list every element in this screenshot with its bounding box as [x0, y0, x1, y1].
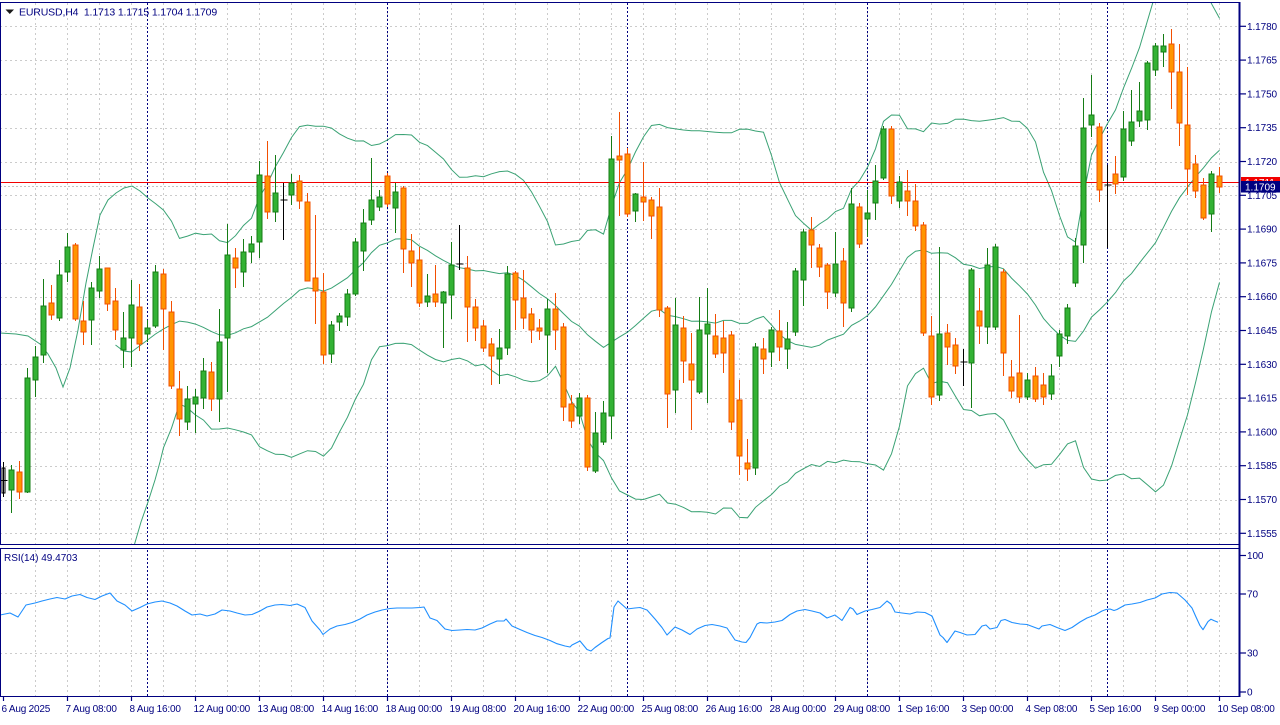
- svg-text:1.1645: 1.1645: [1247, 326, 1278, 337]
- svg-text:7 Aug 08:00: 7 Aug 08:00: [66, 704, 118, 715]
- svg-text:1.1750: 1.1750: [1247, 89, 1278, 100]
- svg-text:100: 100: [1247, 551, 1264, 562]
- svg-text:1.1585: 1.1585: [1247, 461, 1278, 472]
- svg-text:13 Aug 08:00: 13 Aug 08:00: [258, 704, 315, 715]
- svg-text:20 Aug 16:00: 20 Aug 16:00: [514, 704, 571, 715]
- svg-text:18 Aug 00:00: 18 Aug 00:00: [386, 704, 443, 715]
- svg-text:1.1690: 1.1690: [1247, 225, 1278, 236]
- svg-text:28 Aug 00:00: 28 Aug 00:00: [770, 704, 827, 715]
- svg-text:1.1705: 1.1705: [1247, 191, 1278, 202]
- svg-text:4 Sep 08:00: 4 Sep 08:00: [1026, 704, 1078, 715]
- svg-text:29 Aug 08:00: 29 Aug 08:00: [834, 704, 891, 715]
- svg-text:RSI(14) 49.4703: RSI(14) 49.4703: [4, 553, 78, 564]
- svg-text:8 Aug 16:00: 8 Aug 16:00: [130, 704, 182, 715]
- svg-text:70: 70: [1247, 590, 1258, 601]
- svg-text:6 Aug 2025: 6 Aug 2025: [2, 704, 51, 715]
- svg-text:1.1630: 1.1630: [1247, 360, 1278, 371]
- svg-text:1.1660: 1.1660: [1247, 292, 1278, 303]
- svg-text:14 Aug 16:00: 14 Aug 16:00: [322, 704, 379, 715]
- svg-text:30: 30: [1247, 649, 1258, 660]
- svg-text:19 Aug 08:00: 19 Aug 08:00: [450, 704, 507, 715]
- svg-text:1.1735: 1.1735: [1247, 123, 1278, 134]
- svg-text:1.1780: 1.1780: [1247, 22, 1278, 33]
- svg-text:1.1709: 1.1709: [1245, 183, 1276, 194]
- svg-text:1.1720: 1.1720: [1247, 157, 1278, 168]
- svg-text:26 Aug 16:00: 26 Aug 16:00: [706, 704, 763, 715]
- svg-text:1.1765: 1.1765: [1247, 56, 1278, 67]
- svg-text:1 Sep 16:00: 1 Sep 16:00: [898, 704, 950, 715]
- svg-text:1.1615: 1.1615: [1247, 394, 1278, 405]
- svg-text:25 Aug 08:00: 25 Aug 08:00: [642, 704, 699, 715]
- svg-text:9 Sep 00:00: 9 Sep 00:00: [1154, 704, 1206, 715]
- svg-text:5 Sep 16:00: 5 Sep 16:00: [1090, 704, 1142, 715]
- svg-text:1.1570: 1.1570: [1247, 495, 1278, 506]
- svg-text:0: 0: [1247, 688, 1253, 699]
- svg-text:10 Sep 08:00: 10 Sep 08:00: [1218, 704, 1276, 715]
- svg-text:3 Sep 00:00: 3 Sep 00:00: [962, 704, 1014, 715]
- svg-text:1.1675: 1.1675: [1247, 258, 1278, 269]
- svg-text:EURUSD,H4 1.1713 1.1715 1.170: EURUSD,H4 1.1713 1.1715 1.1704 1.1709: [19, 7, 217, 19]
- svg-text:1.1555: 1.1555: [1247, 529, 1278, 540]
- svg-text:12 Aug 00:00: 12 Aug 00:00: [194, 704, 251, 715]
- svg-text:22 Aug 00:00: 22 Aug 00:00: [578, 704, 635, 715]
- svg-text:1.1600: 1.1600: [1247, 427, 1278, 438]
